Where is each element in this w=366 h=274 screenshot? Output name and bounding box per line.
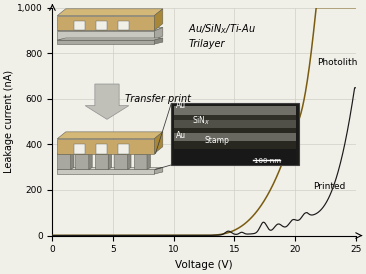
Polygon shape	[171, 103, 299, 165]
Polygon shape	[154, 27, 163, 39]
Polygon shape	[128, 152, 131, 169]
X-axis label: Voltage (V): Voltage (V)	[175, 260, 233, 270]
Polygon shape	[95, 154, 108, 169]
Polygon shape	[154, 38, 163, 44]
Text: 100 nm: 100 nm	[254, 158, 281, 164]
Polygon shape	[57, 139, 154, 153]
Polygon shape	[96, 144, 107, 153]
Text: SiN$_X$: SiN$_X$	[192, 115, 210, 127]
Polygon shape	[174, 133, 296, 142]
Polygon shape	[75, 154, 89, 169]
Polygon shape	[57, 40, 154, 44]
Polygon shape	[174, 115, 296, 122]
Polygon shape	[154, 167, 163, 174]
Polygon shape	[89, 152, 92, 169]
Polygon shape	[57, 167, 163, 169]
Text: Stamp: Stamp	[204, 136, 229, 145]
Polygon shape	[134, 154, 147, 169]
Polygon shape	[57, 31, 154, 39]
Polygon shape	[85, 84, 129, 119]
Text: Printed: Printed	[313, 182, 346, 191]
Polygon shape	[57, 16, 154, 30]
Polygon shape	[118, 144, 129, 153]
Polygon shape	[75, 152, 92, 154]
Polygon shape	[74, 144, 85, 153]
Polygon shape	[57, 9, 163, 16]
Y-axis label: Leakage current (nA): Leakage current (nA)	[4, 70, 14, 173]
Polygon shape	[114, 152, 131, 154]
Polygon shape	[57, 169, 154, 174]
Polygon shape	[114, 154, 128, 169]
Text: Au/SiN$_X$/Ti-Au: Au/SiN$_X$/Ti-Au	[188, 22, 256, 36]
Polygon shape	[95, 152, 112, 154]
Text: Au: Au	[176, 131, 186, 139]
Polygon shape	[57, 38, 163, 40]
Polygon shape	[71, 152, 74, 169]
Polygon shape	[57, 132, 163, 139]
Polygon shape	[154, 9, 163, 30]
Polygon shape	[108, 152, 112, 169]
Polygon shape	[57, 154, 71, 169]
Text: Transfer print: Transfer print	[125, 94, 191, 104]
Polygon shape	[74, 21, 85, 30]
Polygon shape	[57, 152, 74, 154]
Polygon shape	[174, 129, 296, 135]
Polygon shape	[134, 152, 150, 154]
Polygon shape	[96, 21, 107, 30]
Polygon shape	[154, 132, 163, 153]
Text: Photolith: Photolith	[317, 58, 357, 67]
Polygon shape	[147, 152, 150, 169]
Polygon shape	[174, 121, 296, 129]
Polygon shape	[174, 149, 296, 165]
Text: Trilayer: Trilayer	[188, 39, 225, 49]
Polygon shape	[174, 141, 296, 149]
Polygon shape	[57, 27, 163, 31]
Polygon shape	[174, 106, 296, 115]
Text: Au: Au	[176, 101, 186, 110]
Polygon shape	[118, 21, 129, 30]
